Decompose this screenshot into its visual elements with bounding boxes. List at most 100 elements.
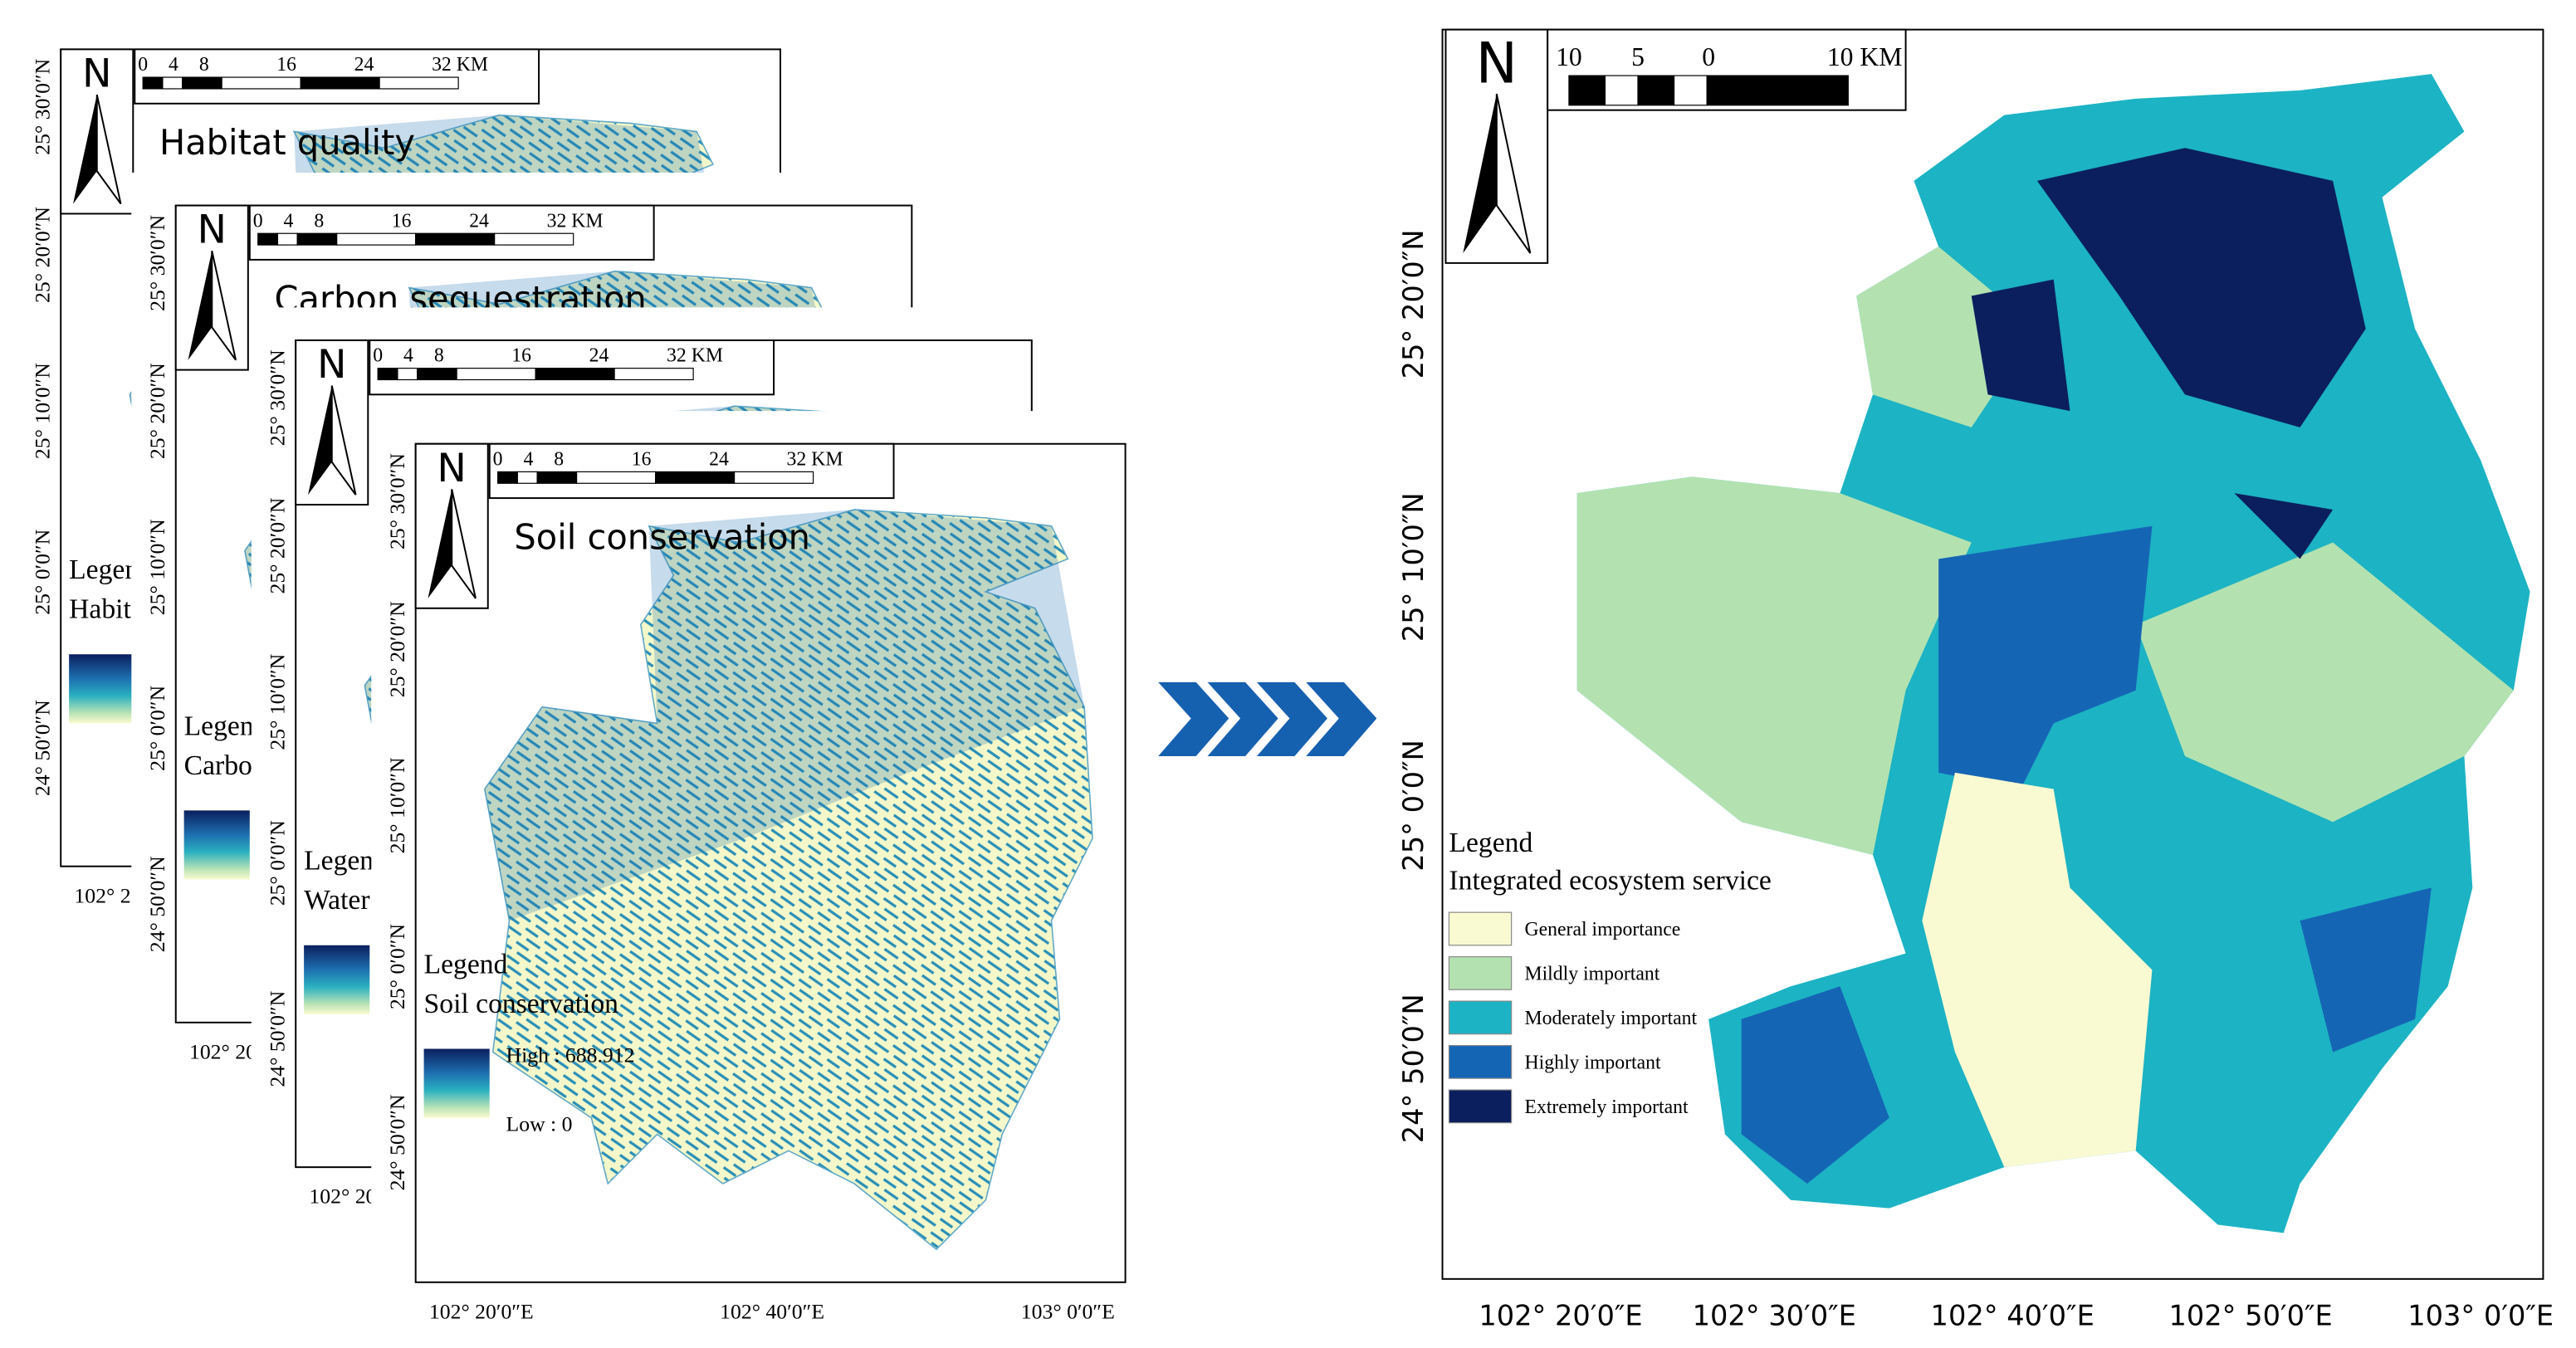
north-label: N [1476, 32, 1518, 96]
scale-segment [497, 471, 518, 484]
map-high [1741, 525, 2432, 1184]
map-general [1922, 772, 2153, 1168]
scale-label: 24 [709, 448, 729, 470]
scale-label: 32 KM [432, 54, 488, 76]
legend-ramp [183, 810, 250, 880]
north-arrow-left [1463, 94, 1497, 253]
legend-swatch [1448, 1000, 1513, 1035]
map-panel: N 0 4 8 16 24 32 KM Soil conservation 25° 30′0″N… [371, 411, 1136, 1332]
scale-segment [535, 368, 615, 381]
scale-label: 24 [354, 54, 374, 76]
scale-label: 10 KM [1827, 42, 1903, 71]
scale-segment [733, 471, 814, 484]
legend-title: Legend [424, 949, 508, 979]
scale-box [488, 442, 895, 500]
north-arrow: N [414, 442, 489, 609]
legend-label: Extremely important [1524, 1096, 1689, 1118]
scale-segment [1637, 75, 1675, 106]
scale-label: 24 [469, 210, 489, 232]
scale-segment [276, 232, 298, 246]
scale-label: 0 [373, 345, 383, 367]
north-arrow-right [211, 251, 237, 361]
scale-segment [516, 471, 538, 484]
scale-label: 4 [403, 345, 413, 367]
scale-segment [296, 232, 338, 246]
scale-segment [576, 471, 657, 484]
scale-label: 16 [276, 54, 296, 76]
scale-segment [536, 471, 578, 484]
north-arrow: N [174, 204, 249, 371]
scale-label: 16 [392, 210, 412, 232]
lat-label: 25° 30′0″N [385, 453, 409, 549]
map-extreme [1971, 148, 2366, 559]
lat-label: 25° 20′0″N [385, 601, 409, 697]
legend-high: High : 688.912 [506, 1043, 635, 1067]
lat-label: 25° 30′0″N [145, 215, 169, 311]
scale-box [248, 204, 655, 261]
scale-segment [221, 76, 301, 90]
scale-segment [1568, 75, 1606, 106]
north-arrow-left [308, 385, 332, 496]
transition-arrow [1158, 681, 1377, 757]
scale-label: 32 KM [547, 210, 604, 232]
scale-segment [1673, 75, 1708, 106]
north-arrow-right [451, 489, 477, 599]
scale-segment [613, 368, 694, 381]
panel-title: Habitat quality [159, 122, 415, 163]
lat-label: 25° 10′0″N [30, 363, 54, 459]
scale-segment [182, 76, 222, 90]
map-frame [1441, 28, 2544, 1280]
scale-label: 4 [169, 54, 178, 76]
lat-label: 25° 20′0″N [265, 498, 289, 594]
lon-label: 102° 50′0″E [2169, 1299, 2333, 1331]
legend-ramp [304, 945, 370, 1014]
study-area [483, 509, 1093, 1251]
lat-label: 25° 0′0″N [1397, 740, 1430, 872]
integrated-map: N 10 5 0 10 KM 25° 20′0″N 25° 10′0″N 25° 0′0″N 2… [1397, 28, 2554, 1331]
scale-label: 32 KM [787, 448, 843, 470]
scale-segment [494, 232, 574, 246]
scale-label: 32 KM [667, 345, 723, 367]
north-arrow: N [60, 48, 134, 215]
scale-segment [162, 76, 183, 90]
lon-label: 102° 20′0″E [429, 1299, 534, 1323]
lat-label: 25° 0′0″N [145, 686, 169, 771]
map-mild [1576, 247, 2514, 855]
lat-label: 24° 50′0″N [385, 1094, 409, 1190]
lat-label: 25° 10′0″N [145, 519, 169, 615]
scale-label: 5 [1631, 42, 1645, 71]
north-arrow: N [1444, 28, 1549, 264]
scale-segment [257, 232, 279, 246]
legend-ramp [69, 654, 135, 724]
north-label: N [437, 446, 467, 491]
scale-segment [377, 368, 398, 381]
north-arrow: N [295, 339, 369, 506]
scale-segment [415, 232, 496, 246]
lat-label: 25° 30′0″N [265, 349, 289, 446]
scale-label: 4 [284, 210, 294, 232]
scale-segment [379, 76, 459, 90]
north-label: N [317, 342, 347, 388]
scale-label: 8 [554, 448, 564, 470]
scale-label: 8 [199, 54, 209, 76]
scale-label: 0 [1702, 42, 1715, 71]
scale-segment [397, 368, 418, 381]
north-label: N [198, 208, 227, 253]
north-arrow-right [330, 385, 357, 496]
legend-swatch [1448, 956, 1513, 990]
north-arrow-right [1495, 93, 1532, 254]
scale-segment [336, 232, 417, 246]
scale-label: 0 [493, 448, 503, 470]
lon-label: 102° 20′0″E [1479, 1299, 1642, 1331]
scale-label: 16 [511, 345, 531, 367]
scale-segment [1604, 75, 1639, 106]
lat-label: 25° 20′0″N [1397, 229, 1430, 379]
scale-label: 8 [434, 345, 444, 367]
study-area-shade [484, 509, 1085, 921]
lat-label: 25° 0′0″N [30, 530, 54, 615]
scale-label: 16 [632, 448, 652, 470]
legend-swatch [1448, 1044, 1513, 1079]
lat-label: 25° 20′0″N [145, 363, 169, 459]
scale-segment [1706, 75, 1849, 106]
